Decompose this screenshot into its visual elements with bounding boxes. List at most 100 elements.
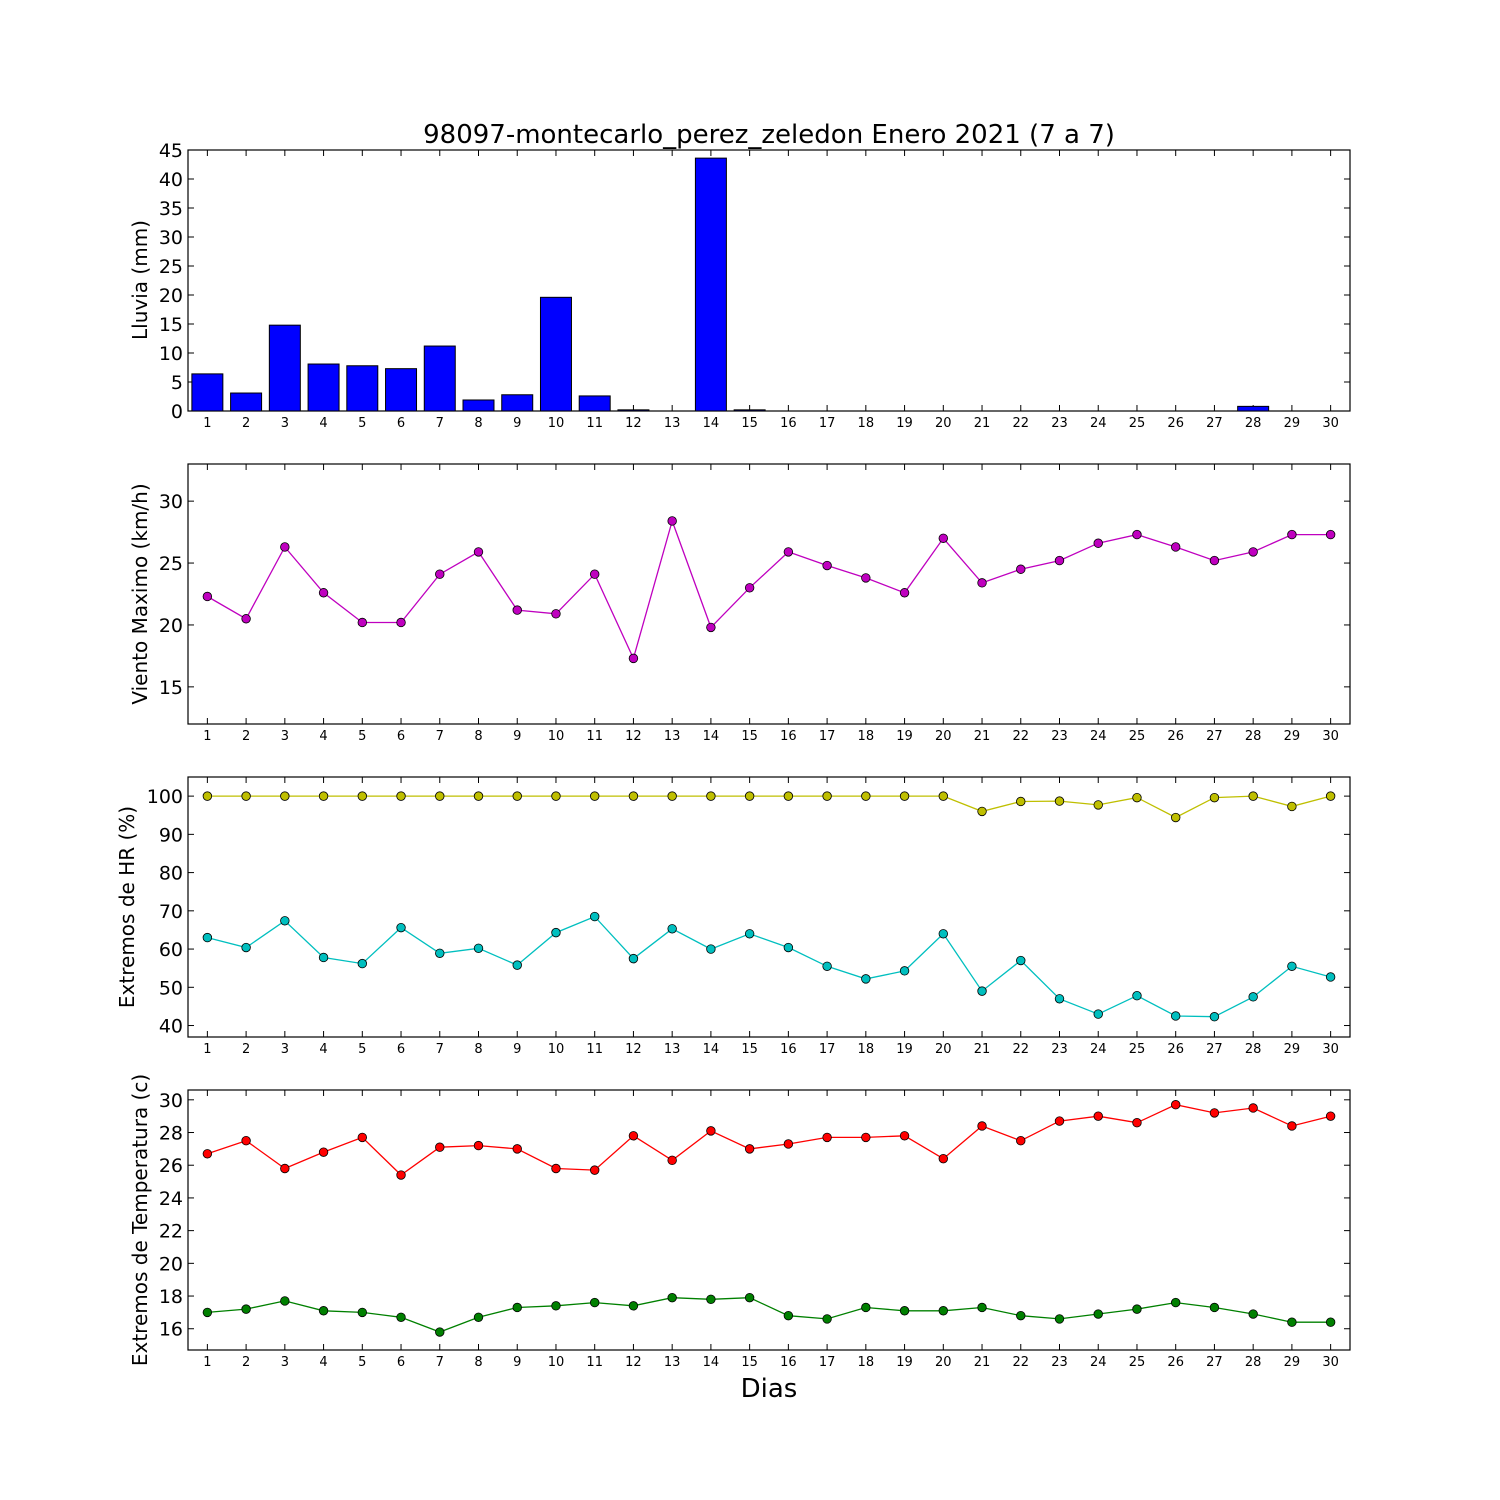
bar: [733, 409, 766, 412]
data-point: [667, 1155, 677, 1166]
x-tick-label: 13: [664, 416, 681, 431]
data-point: [318, 1147, 329, 1157]
chart-title: 98097-montecarlo_perez_zeledon Enero 202…: [423, 120, 1115, 150]
x-tick-label: 22: [1012, 416, 1029, 431]
x-tick-label: 20: [935, 729, 952, 744]
data-point: [1016, 955, 1026, 966]
y-axis-label-rain: Lluvia (mm): [128, 220, 152, 340]
x-tick-label: 21: [974, 729, 991, 744]
data-point: [1287, 529, 1297, 540]
data-point: [938, 791, 949, 801]
data-point: [1054, 555, 1065, 566]
data-point: [822, 560, 832, 571]
x-tick-label: 9: [513, 1355, 521, 1370]
data-point: [706, 944, 716, 954]
y-tick-label: 28: [159, 1123, 183, 1145]
data-point: [899, 966, 910, 976]
data-point: [1016, 796, 1026, 807]
data-point: [977, 1121, 987, 1131]
y-tick-label: 25: [159, 256, 183, 278]
x-tick-label: 24: [1090, 1355, 1107, 1370]
x-tick-label: 23: [1051, 416, 1068, 431]
data-point: [202, 1149, 213, 1159]
x-tick-label: 26: [1167, 1042, 1184, 1057]
x-tick-label: 22: [1012, 729, 1029, 744]
y-tick-label: 22: [159, 1221, 183, 1243]
x-tick-label: 7: [436, 729, 444, 744]
x-tick-label: 3: [281, 416, 289, 431]
axes-frame: [187, 776, 1351, 1038]
bar: [307, 363, 340, 412]
bar: [462, 399, 495, 412]
data-point: [318, 588, 329, 598]
x-tick-label: 20: [935, 1042, 952, 1057]
data-point: [1093, 1111, 1103, 1121]
x-tick-label: 8: [474, 416, 482, 431]
data-point: [1170, 1011, 1181, 1021]
data-point: [1287, 801, 1297, 812]
data-point: [590, 791, 600, 801]
x-tick-label: 5: [358, 729, 366, 744]
x-tick-label: 8: [474, 1355, 482, 1370]
y-tick-label: 100: [147, 786, 183, 808]
x-tick-label: 16: [780, 416, 797, 431]
x-tick-label: 9: [513, 1042, 521, 1057]
data-point: [899, 1306, 910, 1316]
data-point: [590, 911, 600, 922]
data-point: [280, 1296, 290, 1306]
data-point: [783, 547, 794, 557]
x-tick-label: 7: [436, 416, 444, 431]
x-tick-label: 24: [1090, 416, 1107, 431]
y-axis-label-wind: Viento Maximo (km/h): [128, 483, 152, 704]
data-point: [551, 1301, 561, 1311]
data-point: [628, 791, 639, 801]
data-point: [1054, 994, 1065, 1004]
y-tick-label: 30: [159, 1090, 183, 1112]
x-tick-label: 2: [242, 416, 250, 431]
x-tick-label: 13: [664, 729, 681, 744]
data-point: [551, 609, 561, 619]
data-point: [783, 942, 794, 953]
axes-frame: [187, 149, 1351, 412]
data-point: [551, 927, 561, 938]
data-point: [241, 614, 251, 624]
data-point: [744, 1292, 755, 1303]
y-tick-label: 90: [159, 824, 183, 846]
bar: [230, 392, 263, 412]
x-tick-label: 7: [436, 1042, 444, 1057]
data-point: [590, 1165, 600, 1175]
data-point: [1093, 538, 1103, 548]
x-tick-label: 12: [625, 416, 642, 431]
data-point: [318, 952, 329, 963]
data-point: [977, 1302, 987, 1313]
x-tick-label: 24: [1090, 1042, 1107, 1057]
x-tick-label: 26: [1167, 729, 1184, 744]
data-point: [1248, 791, 1258, 801]
bar: [346, 365, 379, 412]
data-point: [1248, 1309, 1258, 1319]
data-point: [1054, 1116, 1065, 1126]
x-tick-label: 12: [625, 1355, 642, 1370]
x-tick-label: 6: [397, 729, 405, 744]
y-tick-label: 40: [159, 1016, 183, 1038]
data-point: [1248, 992, 1258, 1002]
data-point: [822, 791, 832, 801]
data-point: [318, 1306, 329, 1316]
data-point: [473, 1140, 484, 1151]
data-point: [628, 653, 639, 664]
data-point: [1170, 812, 1181, 823]
y-tick-label: 30: [159, 227, 183, 249]
data-point: [357, 1307, 368, 1318]
data-point: [861, 573, 871, 583]
data-point: [667, 1292, 677, 1303]
data-point: [280, 542, 290, 552]
data-point: [512, 791, 522, 801]
data-point: [1248, 547, 1258, 557]
x-tick-label: 10: [548, 416, 565, 431]
bar: [617, 409, 650, 412]
data-point: [241, 942, 251, 953]
x-tick-label: 1: [203, 416, 211, 431]
data-point: [977, 806, 987, 817]
panel-rain: Lluvia (mm): [128, 220, 152, 340]
bar: [578, 395, 611, 412]
